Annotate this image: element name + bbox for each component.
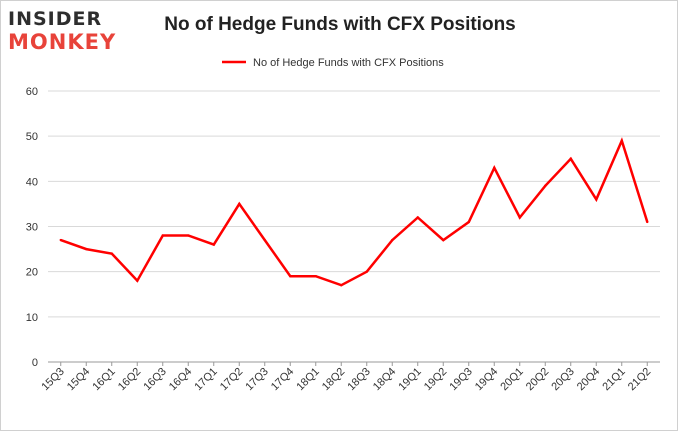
data-point — [161, 234, 164, 237]
y-tick-label: 40 — [26, 176, 38, 188]
data-point — [314, 274, 317, 278]
x-tick-label: 15Q3 — [39, 366, 67, 394]
x-tick-label: 17Q3 — [243, 366, 271, 394]
data-point — [85, 247, 88, 251]
data-point — [620, 139, 623, 142]
series-line — [60, 137, 649, 287]
x-tick-label: 16Q4 — [167, 366, 195, 394]
x-tick-label: 21Q1 — [600, 366, 628, 394]
data-point — [442, 238, 445, 242]
x-tick-label: 20Q3 — [549, 366, 577, 394]
x-tick-label: 18Q2 — [320, 366, 348, 394]
data-point — [595, 198, 598, 201]
legend: No of Hedge Funds with CFX Positions — [222, 57, 444, 69]
data-point — [365, 270, 368, 273]
x-tick-label: 20Q2 — [524, 366, 552, 394]
x-tick-label: 15Q4 — [65, 366, 93, 394]
series-layer — [59, 137, 649, 287]
x-tick-label: 16Q3 — [141, 366, 169, 394]
x-tick-label: 16Q1 — [90, 366, 118, 394]
y-tick-label: 10 — [26, 312, 38, 324]
y-tick-label: 30 — [26, 222, 38, 234]
data-point — [212, 243, 215, 246]
data-point — [646, 220, 649, 224]
grid — [48, 90, 660, 363]
data-point — [544, 184, 547, 188]
x-tick-label: 19Q1 — [396, 366, 424, 394]
data-point — [493, 166, 496, 169]
data-point — [238, 202, 241, 206]
x-tick-label: 19Q4 — [473, 366, 501, 394]
data-point — [518, 216, 521, 219]
legend-label: No of Hedge Funds with CFX Positions — [253, 57, 444, 69]
chart-title: No of Hedge Funds with CFX Positions — [164, 14, 516, 35]
x-tick-label: 21Q2 — [626, 366, 654, 394]
insider-monkey-logo: INSIDER MONKEY — [8, 8, 128, 58]
data-point — [569, 157, 572, 160]
data-point — [136, 279, 139, 282]
x-tick-label: 18Q4 — [371, 366, 399, 394]
x-tick-label: 17Q1 — [192, 366, 220, 394]
data-point — [416, 216, 419, 219]
x-tick-label: 20Q1 — [498, 366, 526, 394]
data-point — [110, 252, 113, 255]
y-tick-label: 50 — [26, 131, 38, 143]
x-tick-label: 19Q2 — [422, 366, 450, 394]
x-tick-label: 18Q3 — [345, 366, 373, 394]
x-tick-label: 19Q3 — [447, 366, 475, 394]
data-point — [187, 234, 190, 237]
y-tick-label: 0 — [32, 357, 38, 369]
y-tick-label: 60 — [26, 86, 38, 98]
x-tick-label: 17Q4 — [269, 366, 297, 394]
data-point — [59, 238, 62, 242]
x-tick-label: 18Q1 — [294, 366, 322, 394]
data-point — [340, 284, 343, 287]
x-axis: 15Q315Q416Q116Q216Q316Q417Q117Q217Q317Q4… — [39, 362, 653, 393]
x-tick-label: 20Q4 — [575, 366, 603, 394]
x-tick-label: 17Q2 — [218, 366, 246, 394]
data-point — [391, 238, 394, 242]
y-tick-label: 20 — [26, 267, 38, 279]
logo-line-2: MONKEY — [8, 30, 117, 54]
data-point — [289, 274, 292, 278]
logo-line-1: INSIDER — [8, 8, 103, 30]
x-tick-label: 16Q2 — [116, 366, 144, 394]
y-axis: 0 10 20 30 40 50 60 — [26, 86, 38, 369]
data-point — [467, 220, 470, 224]
data-point — [263, 238, 266, 242]
